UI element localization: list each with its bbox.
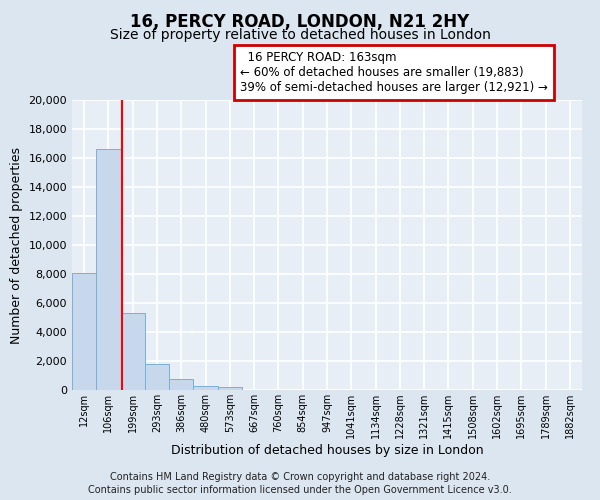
Text: Size of property relative to detached houses in London: Size of property relative to detached ho…: [110, 28, 490, 42]
Y-axis label: Number of detached properties: Number of detached properties: [10, 146, 23, 344]
Bar: [169, 379, 193, 390]
Bar: [96, 150, 121, 390]
Text: Contains public sector information licensed under the Open Government Licence v3: Contains public sector information licen…: [88, 485, 512, 495]
X-axis label: Distribution of detached houses by size in London: Distribution of detached houses by size …: [170, 444, 484, 457]
Bar: [121, 313, 145, 390]
Text: Contains HM Land Registry data © Crown copyright and database right 2024.: Contains HM Land Registry data © Crown c…: [110, 472, 490, 482]
Text: 16 PERCY ROAD: 163sqm  
← 60% of detached houses are smaller (19,883)
39% of sem: 16 PERCY ROAD: 163sqm ← 60% of detached …: [240, 51, 548, 94]
Text: 16, PERCY ROAD, LONDON, N21 2HY: 16, PERCY ROAD, LONDON, N21 2HY: [130, 12, 470, 30]
Bar: [193, 386, 218, 390]
Bar: [72, 272, 96, 390]
Bar: [145, 364, 169, 390]
Bar: [218, 387, 242, 390]
